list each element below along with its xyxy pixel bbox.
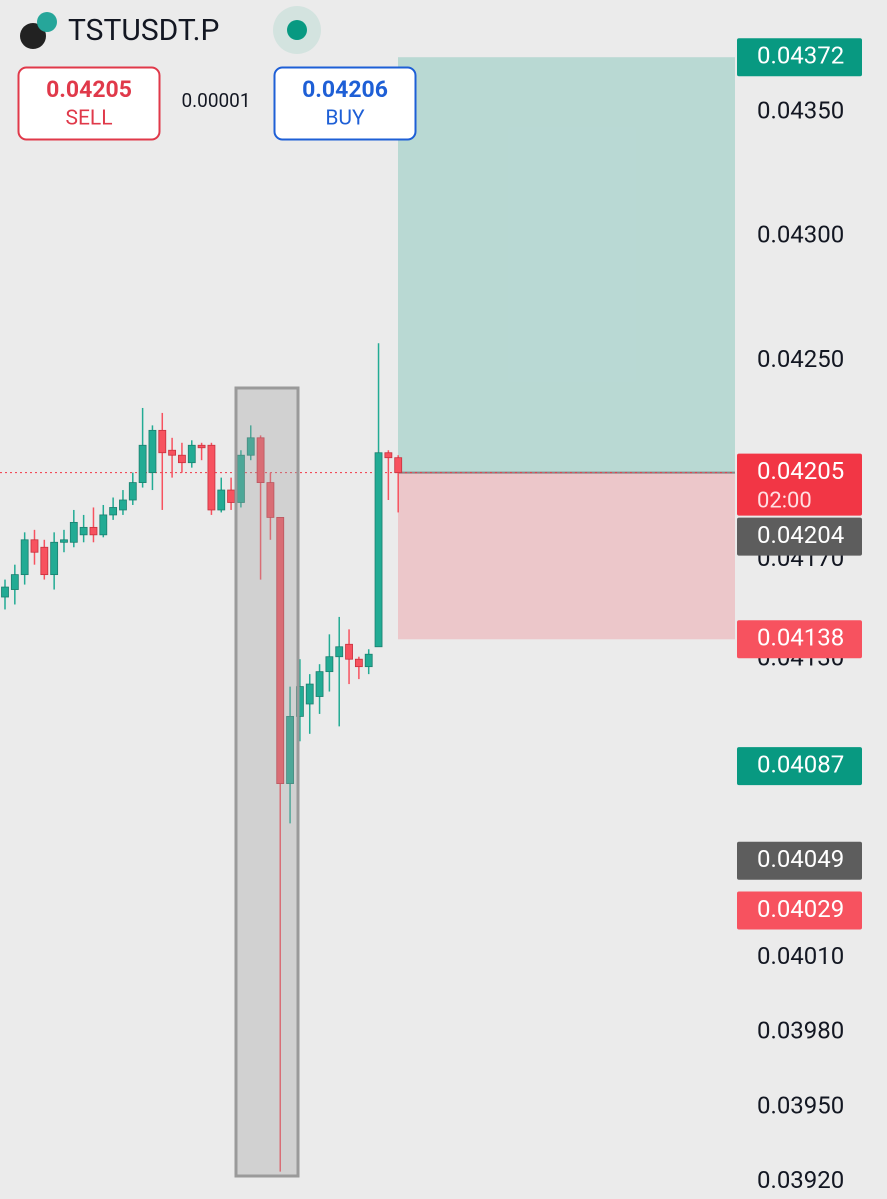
candle-body [128, 482, 137, 501]
candle-body [69, 521, 78, 543]
price-badge-label: 0.04049 [757, 845, 844, 873]
countdown: 02:00 [757, 488, 812, 513]
candle-body [187, 444, 196, 464]
price-badge [737, 453, 862, 516]
candle-body [374, 452, 383, 648]
price-labels: 0.04372 0.04205 02:00 0.04204 0.04138 0.04087… [737, 38, 862, 930]
candle-body [286, 716, 294, 784]
coin-icon [37, 12, 57, 32]
candle-body [79, 526, 88, 536]
candle-body [394, 457, 403, 474]
price-badge [737, 747, 862, 786]
candle-body [335, 646, 344, 658]
spread: 0.00001 [181, 89, 250, 112]
price-badge [737, 517, 862, 556]
candle-body [354, 658, 363, 668]
candle-body [168, 449, 177, 456]
candle-body [40, 546, 49, 576]
loss-zone [398, 472, 735, 640]
y-tick-label: 0.03980 [757, 1017, 844, 1045]
price-badge-label: 0.04372 [757, 42, 844, 70]
candle-body [197, 444, 206, 449]
header: TSTUSDT.P 0.04205 SELL 0.00001 0.04206 B… [17, 6, 417, 141]
candle-body [364, 653, 373, 668]
candle-body [295, 686, 304, 717]
symbol: TSTUSDT.P [68, 13, 219, 48]
candle-body [30, 539, 39, 553]
candle-body [276, 517, 285, 784]
candle-body [148, 429, 157, 474]
price-badge [737, 841, 862, 880]
candle-body [20, 539, 29, 576]
price-badge-label: 0.04205 [757, 457, 844, 485]
candle-body [138, 444, 147, 483]
price-badge-label: 0.04138 [757, 624, 844, 652]
candle-body [227, 489, 235, 503]
candle-body [60, 539, 68, 543]
sell-price: 0.04205 [46, 76, 132, 103]
candle-body [119, 499, 127, 511]
candle-body [217, 489, 226, 511]
profit-zone [398, 57, 735, 473]
price-badge [737, 38, 862, 77]
candle-body [158, 429, 167, 454]
price-badge-label: 0.04204 [757, 521, 844, 549]
y-tick-label: 0.03950 [757, 1091, 844, 1119]
candle-body [266, 482, 275, 518]
candle-body [345, 643, 353, 660]
plot-area [0, 57, 735, 1172]
candle-body [256, 437, 265, 483]
candle-body [109, 507, 118, 516]
candle-body [99, 514, 108, 536]
candle-body [1, 586, 9, 598]
candle-body [246, 437, 255, 456]
price-badge [737, 891, 862, 930]
buy-button[interactable] [273, 66, 417, 141]
sell-button[interactable] [17, 66, 161, 141]
candle-body [384, 452, 393, 459]
price-badge-label: 0.04029 [757, 895, 844, 923]
candle-body [89, 526, 98, 536]
sell-label: SELL [65, 107, 112, 131]
y-tick-label: 0.04250 [757, 345, 844, 373]
candle-body [305, 683, 314, 705]
candle-body [10, 574, 19, 590]
price-badge [737, 620, 862, 659]
candle-body [315, 671, 324, 697]
buy-label: BUY [325, 107, 365, 131]
highlight-box [234, 386, 300, 1178]
candle-body [178, 454, 186, 464]
y-tick-label: 0.03920 [757, 1166, 844, 1194]
candle-body [50, 541, 59, 576]
price-axis: 0.044000.043500.043000.042500.041700.041… [757, 96, 844, 1194]
status-dot [287, 20, 307, 40]
candle-body [207, 444, 216, 511]
y-tick-label: 0.04300 [757, 221, 844, 249]
coin-icon [20, 23, 46, 49]
buy-price: 0.04206 [302, 76, 388, 103]
y-tick-label: 0.04350 [757, 96, 844, 124]
candle-body [325, 656, 334, 673]
price-badge-label: 0.04087 [757, 751, 844, 779]
y-tick-label: 0.04010 [757, 942, 844, 970]
